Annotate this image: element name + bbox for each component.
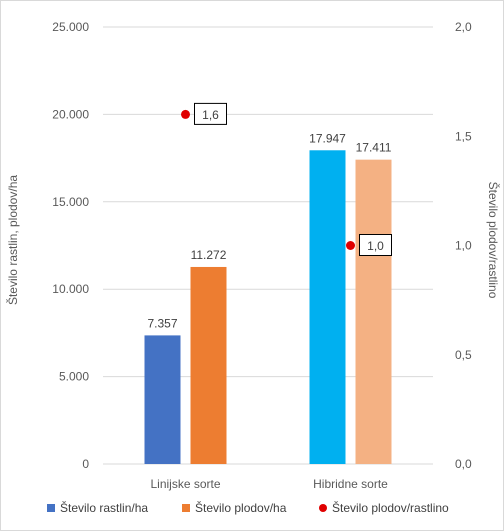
bar — [144, 335, 181, 464]
category-label: Hibridne sorte — [313, 477, 388, 491]
y-tick-label: 25.000 — [52, 20, 89, 34]
data-label: 1,0 — [367, 239, 384, 253]
y-axis-ticks: 0 5.000 10.000 15.000 20.000 25.000 — [52, 20, 89, 471]
y-tick-label: 5.000 — [59, 370, 89, 384]
data-label: 1,6 — [202, 108, 219, 122]
legend-swatch — [47, 504, 55, 512]
data-label: 17.411 — [356, 141, 392, 155]
point — [181, 109, 190, 119]
legend-label: Število plodov/ha — [195, 500, 287, 515]
data-label-box — [359, 234, 392, 256]
point-marks: 1,6 1,0 — [181, 102, 392, 256]
y2-tick-label: 2,0 — [455, 20, 472, 34]
data-label: 17.947 — [309, 131, 346, 145]
y2-axis-ticks: 0,0 0,5 1,0 1,5 2,0 — [455, 20, 472, 471]
bar — [309, 150, 346, 464]
legend-label: Število rastlin/ha — [60, 500, 148, 515]
legend-label: Število plodov/rastlino — [332, 500, 449, 515]
data-label: 7.357 — [147, 316, 177, 330]
legend-swatch — [182, 504, 190, 512]
category-label: Linijske sorte — [150, 477, 220, 491]
legend-swatch — [319, 504, 327, 512]
bar — [190, 266, 227, 464]
point — [346, 241, 355, 250]
y-axis-title: Število rastlin, plodov/ha — [5, 175, 20, 305]
y-tick-label: 0 — [82, 457, 89, 471]
bar-marks: 7.357 11.272 17.947 17.411 — [144, 131, 392, 465]
category-labels: Linijske sorte Hibridne sorte — [150, 477, 388, 491]
bar — [355, 159, 392, 465]
y-tick-label: 15.000 — [52, 195, 89, 209]
y2-tick-label: 1,0 — [455, 239, 472, 253]
y2-axis-title: Število plodov/rastlino — [486, 182, 501, 299]
y2-tick-label: 0,5 — [455, 348, 472, 362]
legend: Število rastlin/ha Število plodov/ha Števi… — [47, 500, 449, 515]
data-label-box — [194, 102, 227, 125]
y-tick-label: 20.000 — [52, 107, 89, 121]
data-label: 11.272 — [191, 248, 227, 262]
y2-tick-label: 1,5 — [455, 129, 472, 143]
y-tick-label: 10.000 — [52, 282, 89, 296]
y2-tick-label: 0,0 — [455, 457, 472, 471]
